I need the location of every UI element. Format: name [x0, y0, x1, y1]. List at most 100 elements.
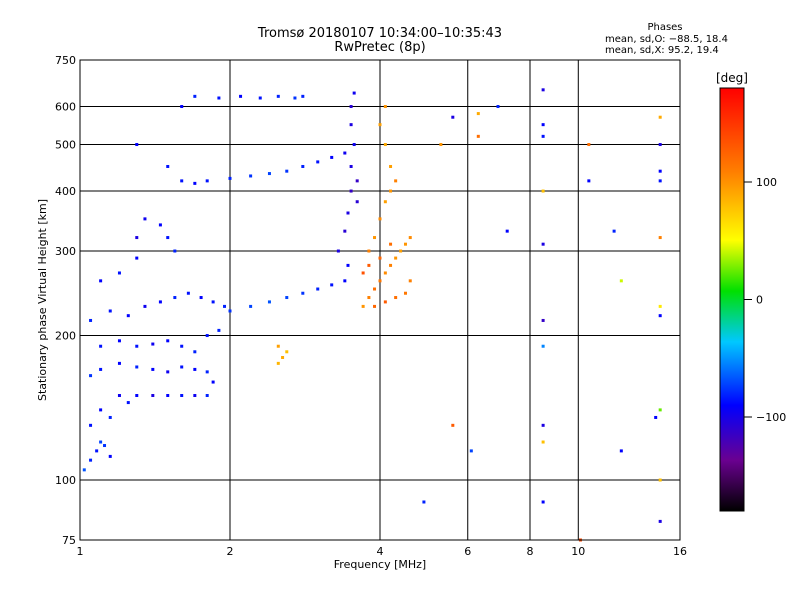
data-point-O [135, 236, 139, 240]
data-point-noise [496, 105, 500, 109]
colorbar [719, 87, 745, 512]
data-point-O [352, 143, 356, 147]
data-point-O [343, 151, 347, 155]
data-point-X [361, 271, 365, 275]
data-point-O [180, 365, 184, 369]
data-point-O [186, 291, 190, 295]
data-point-noise [619, 279, 623, 283]
data-point-O [193, 350, 197, 354]
x-tick-label: 16 [673, 545, 687, 558]
data-point-X [378, 279, 382, 283]
data-point-X [394, 256, 398, 260]
data-point-noise [541, 440, 545, 444]
data-point-O [117, 394, 121, 398]
data-point-O [166, 339, 170, 343]
data-point-X [476, 112, 480, 116]
figure-subtitle: RwPretec (8p) [334, 40, 426, 55]
data-point-O [135, 143, 139, 147]
data-point-X [285, 350, 289, 354]
data-point-O [343, 229, 347, 233]
data-point-noise [541, 344, 545, 348]
data-point-X [439, 143, 443, 147]
data-point-noise [541, 500, 545, 504]
data-point-noise [658, 169, 662, 173]
data-point-O [293, 96, 297, 100]
data-point-O [117, 339, 121, 343]
data-point-O [249, 304, 253, 308]
y-tick-label: 750 [55, 54, 76, 67]
data-point-O [336, 249, 340, 253]
phase-stats-header: Phases [647, 22, 683, 33]
data-point-O [217, 328, 221, 332]
data-point-O [135, 365, 139, 369]
y-tick-label: 100 [55, 474, 76, 487]
data-point-O [285, 169, 289, 173]
y-axis-label: Stationary phase Virtual Height [km] [36, 199, 49, 401]
data-point-X [389, 164, 393, 168]
data-point-X [476, 134, 480, 138]
data-point-noise [451, 115, 455, 119]
data-point-X [367, 296, 371, 300]
data-point-noise [541, 423, 545, 427]
data-point-noise [587, 143, 591, 147]
data-point-O [211, 380, 215, 384]
data-point-noise [541, 88, 545, 92]
data-point-O [89, 458, 93, 462]
data-point-O [249, 174, 253, 178]
data-point-O [151, 342, 155, 346]
data-point-O [352, 91, 356, 95]
data-point-noise [654, 415, 658, 419]
x-tick-label: 6 [464, 545, 471, 558]
data-point-O [151, 367, 155, 371]
data-point-O [205, 370, 209, 374]
data-points [82, 88, 662, 542]
data-point-O [117, 271, 121, 275]
data-point-O [349, 164, 353, 168]
data-point-X [383, 105, 387, 109]
data-point-O [180, 179, 184, 183]
data-point-X [389, 189, 393, 193]
data-point-X [276, 344, 280, 348]
data-point-X [367, 263, 371, 267]
data-point-O [180, 344, 184, 348]
y-tick-label: 400 [55, 185, 76, 198]
phase-stats-x: mean, sd,X: 95.2, 19.4 [605, 45, 719, 56]
data-point-noise [587, 179, 591, 183]
data-point-X [383, 300, 387, 304]
phase-stats-o: mean, sd,O: −88.5, 18.4 [605, 34, 728, 45]
data-point-O [99, 367, 103, 371]
data-point-O [135, 256, 139, 260]
data-point-X [394, 296, 398, 300]
data-point-O [173, 249, 177, 253]
data-point-O [180, 105, 184, 109]
data-point-X [403, 242, 407, 246]
data-point-X [378, 217, 382, 221]
colorbar-tick-label: −100 [756, 411, 786, 424]
data-point-O [330, 155, 334, 159]
data-point-O [193, 367, 197, 371]
data-point-O [199, 296, 203, 300]
data-point-X [394, 179, 398, 183]
data-point-O [205, 179, 209, 183]
data-point-X [383, 200, 387, 204]
data-point-O [89, 423, 93, 427]
data-point-O [276, 94, 280, 98]
data-point-X [383, 143, 387, 147]
y-tick-label: 600 [55, 101, 76, 114]
data-point-X [276, 361, 280, 365]
colorbar-ticks: 100 0 −100 [744, 176, 786, 424]
data-point-noise [658, 143, 662, 147]
data-point-O [108, 415, 112, 419]
data-point-O [99, 279, 103, 283]
data-point-O [117, 361, 121, 365]
data-point-O [180, 394, 184, 398]
data-point-X [389, 263, 393, 267]
colorbar-tick-label: 0 [756, 294, 763, 307]
data-point-X [383, 271, 387, 275]
y-tick-label: 300 [55, 245, 76, 258]
data-point-O [355, 200, 359, 204]
data-point-O [346, 263, 350, 267]
data-point-O [143, 217, 147, 221]
data-point-X [399, 249, 403, 253]
data-point-O [126, 401, 130, 405]
